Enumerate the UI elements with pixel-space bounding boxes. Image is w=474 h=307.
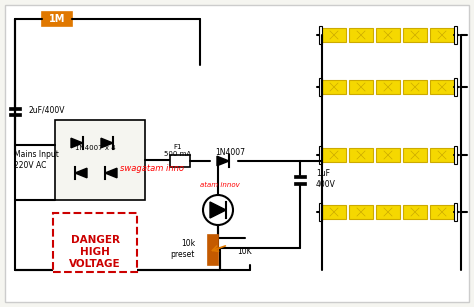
Text: atam innov: atam innov [200,182,240,188]
Bar [42,12,72,26]
Text: 2uF/400V: 2uF/400V [28,106,64,115]
Text: 10k
preset: 10k preset [171,239,195,259]
Bar [403,80,427,94]
Text: 1M: 1M [49,14,65,24]
Bar [454,203,457,221]
Bar [454,26,457,44]
Bar [403,148,427,162]
Bar [349,205,373,219]
Bar [430,80,454,94]
Bar [430,148,454,162]
Bar [349,148,373,162]
Text: swagatam inno: swagatam inno [120,164,184,173]
Bar [322,148,346,162]
Bar [319,26,322,44]
Bar [9,113,21,115]
Bar [322,28,346,42]
Text: F1
500 mA: F1 500 mA [164,143,191,157]
Text: Mains Input
220V AC: Mains Input 220V AC [14,150,59,170]
Bar [376,148,400,162]
Polygon shape [217,156,229,166]
Text: DANGER
HIGH
VOLTAGE: DANGER HIGH VOLTAGE [69,235,121,269]
Bar [376,28,400,42]
Bar [208,235,218,265]
Bar [349,28,373,42]
Bar [403,28,427,42]
Polygon shape [101,138,113,148]
Bar [454,146,457,164]
Text: 1N4007: 1N4007 [215,147,245,157]
Bar [454,78,457,96]
Bar [376,80,400,94]
Bar [319,146,322,164]
Bar [9,107,21,110]
Bar [319,78,322,96]
Bar [349,80,373,94]
Bar [430,205,454,219]
Bar [55,120,145,200]
Polygon shape [71,138,83,148]
Polygon shape [105,168,117,178]
Text: 1uF
400V: 1uF 400V [316,169,336,189]
FancyBboxPatch shape [53,213,137,272]
Bar [294,182,306,185]
Polygon shape [210,202,226,218]
Bar [322,80,346,94]
Bar [430,28,454,42]
Text: 10K: 10K [237,247,252,257]
Text: 1N4007 x 4: 1N4007 x 4 [75,145,115,151]
Polygon shape [75,168,87,178]
Bar [376,205,400,219]
Bar [170,155,190,167]
Bar [294,175,306,177]
Bar [322,205,346,219]
Bar [403,205,427,219]
Bar [319,203,322,221]
